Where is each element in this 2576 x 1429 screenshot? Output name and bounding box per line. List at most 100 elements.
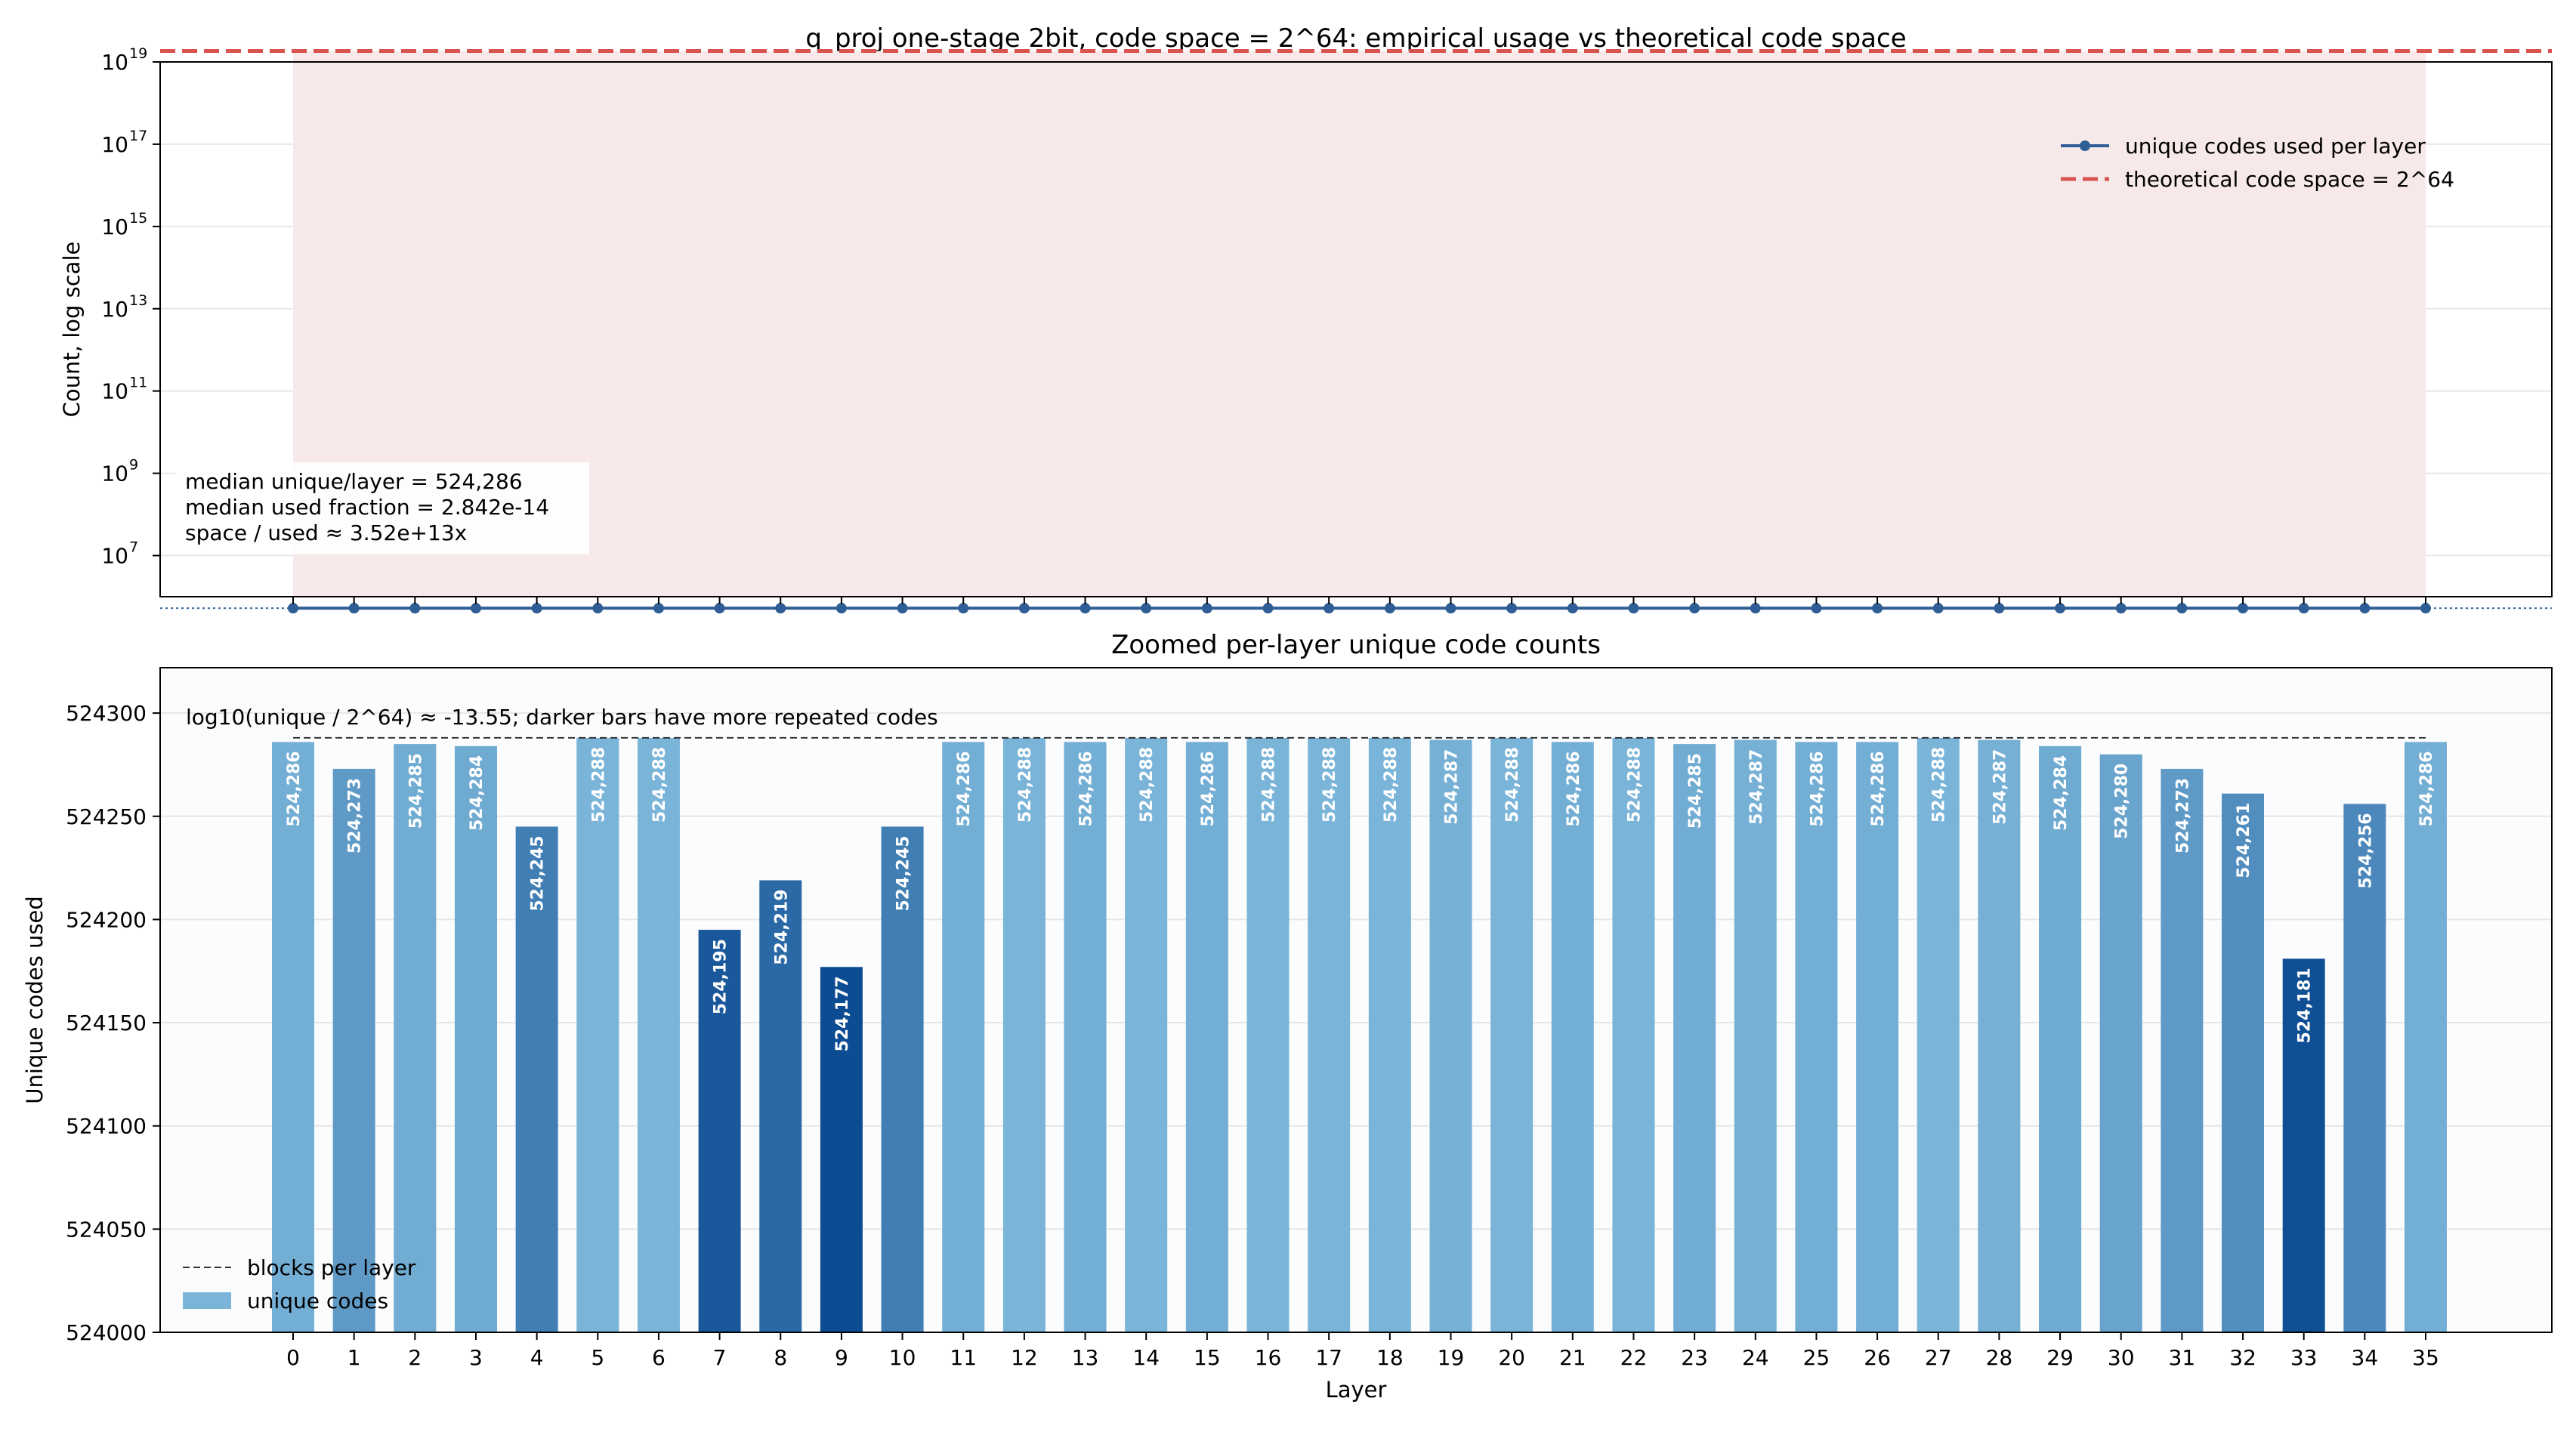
bar-data-label: 524,286 [955, 751, 974, 826]
bar-data-label: 524,245 [894, 835, 913, 911]
unique-codes-point [775, 603, 786, 614]
unique-codes-point [653, 603, 664, 614]
bottom-x-tick-label: 5 [591, 1345, 604, 1370]
bar-data-label: 524,285 [1686, 753, 1705, 829]
bar-data-label: 524,284 [468, 755, 486, 831]
unique-codes-point [1018, 603, 1030, 614]
top-plot-frame [159, 61, 2553, 597]
bottom-x-tick-label: 19 [1438, 1345, 1465, 1370]
unique-codes-point [714, 603, 725, 614]
unique-codes-point [1994, 603, 2005, 614]
bar-data-label: 524,286 [2417, 751, 2436, 826]
bar [637, 737, 680, 1332]
unique-codes-point [897, 603, 908, 614]
top-panel: q_proj one-stage 2bit, code space = 2^64… [59, 23, 2553, 614]
bottom-x-tick-label: 15 [1194, 1345, 1221, 1370]
bar [759, 880, 802, 1332]
bottom-y-tick-label: 524300 [66, 701, 147, 726]
bottom-x-tick-label: 32 [2229, 1345, 2256, 1370]
unique-codes-point [1141, 603, 1152, 614]
bottom-x-ticks: 0 1 2 3 4 5 6 7 8 9 10 11 12 13 14 15 16 17 18 19 20 21 22 23 24… [286, 1332, 2439, 1370]
unique-codes-point [1262, 603, 1274, 614]
bar-data-label: 524,219 [772, 889, 791, 964]
unique-codes-point [1445, 603, 1456, 614]
bottom-x-tick-label: 33 [2290, 1345, 2318, 1370]
bar-data-label: 524,261 [2235, 803, 2253, 878]
bottom-x-tick-label: 13 [1072, 1345, 1099, 1370]
bars [272, 737, 2447, 1332]
unique-codes-point [1811, 603, 1822, 614]
unique-codes-point [1689, 603, 1700, 614]
bar [1002, 737, 1046, 1332]
bottom-x-tick-label: 4 [530, 1345, 544, 1370]
unique-codes-point [1932, 603, 1944, 614]
bar-data-label: 524,288 [1320, 747, 1339, 823]
bar-data-label: 524,287 [1991, 749, 2009, 825]
bar-data-label: 524,286 [1199, 751, 1218, 826]
annotation-median-fraction: median used fraction = 2.842e-14 [185, 495, 549, 520]
top-y-tick-exponent: 13 [129, 292, 147, 309]
top-legend: unique codes used per layer theoretical … [2061, 134, 2454, 192]
unique-codes-point [1750, 603, 1761, 614]
bar [1246, 737, 1290, 1332]
unique-codes-point [836, 603, 847, 614]
top-y-tick-exponent: 17 [129, 128, 147, 144]
bottom-x-tick-label: 22 [1620, 1345, 1648, 1370]
bottom-x-tick-label: 12 [1011, 1345, 1038, 1370]
unique-codes-point [531, 603, 542, 614]
bar [1064, 742, 1107, 1332]
bar [1734, 739, 1777, 1332]
unique-codes-point [288, 603, 298, 614]
bar-data-label: 524,288 [1503, 747, 1522, 823]
bar-data-label: 524,285 [406, 753, 425, 829]
top-x-ticks [292, 597, 2426, 604]
bar [1917, 737, 1960, 1332]
bar-data-label: 524,256 [2356, 813, 2375, 888]
bottom-y-ticks: 524000 524050 524100 524150 524200 524250 5243… [66, 701, 160, 1345]
bottom-x-tick-label: 1 [347, 1345, 361, 1370]
annotation-box [175, 462, 589, 554]
annotation-median-unique: median unique/layer = 524,286 [185, 469, 523, 494]
bar [1185, 742, 1228, 1332]
bar-data-label: 524,181 [2296, 968, 2315, 1043]
unique-codes-point [348, 603, 360, 614]
bottom-x-tick-label: 9 [835, 1345, 848, 1370]
bar [2405, 742, 2447, 1332]
unique-codes-point [1384, 603, 1395, 614]
bottom-panel: Zoomed per-layer unique code counts 524,… [22, 630, 2553, 1403]
top-y-tick-label: 10 [101, 132, 128, 157]
unique-codes-point [2298, 603, 2309, 614]
unique-codes-point [2115, 603, 2127, 614]
bottom-x-tick-label: 21 [1559, 1345, 1586, 1370]
bottom-plot-area [160, 668, 2552, 1332]
unique-codes-point [1080, 603, 1091, 614]
bar [2222, 793, 2265, 1332]
bar [698, 930, 741, 1332]
bar [1856, 742, 1899, 1332]
bottom-x-tick-label: 26 [1864, 1345, 1891, 1370]
bar-data-label: 524,286 [1808, 751, 1827, 826]
unique-codes-point [409, 603, 421, 614]
bar [1795, 742, 1838, 1332]
bottom-x-tick-label: 20 [1498, 1345, 1525, 1370]
legend-label-code-space: theoretical code space = 2^64 [2125, 167, 2454, 192]
legend-patch-unique [183, 1292, 231, 1309]
bottom-x-tick-label: 35 [2412, 1345, 2439, 1370]
unique-codes-point [1201, 603, 1212, 614]
bar-data-label: 524,288 [1382, 747, 1401, 823]
bottom-x-axis-label: Layer [1326, 1377, 1387, 1403]
bar [2039, 745, 2082, 1332]
bottom-x-tick-label: 8 [774, 1345, 787, 1370]
bottom-y-tick-label: 524250 [66, 804, 147, 829]
bottom-x-tick-label: 29 [2046, 1345, 2074, 1370]
legend-marker-unique-codes [2080, 140, 2090, 151]
bar-data-label: 524,288 [1260, 747, 1279, 823]
bottom-x-tick-label: 3 [469, 1345, 483, 1370]
bottom-x-tick-label: 7 [713, 1345, 727, 1370]
unique-codes-point [2359, 603, 2371, 614]
unique-codes-point [2055, 603, 2066, 614]
bottom-x-tick-label: 11 [950, 1345, 977, 1370]
legend-label-unique-codes: unique codes used per layer [2125, 134, 2426, 159]
